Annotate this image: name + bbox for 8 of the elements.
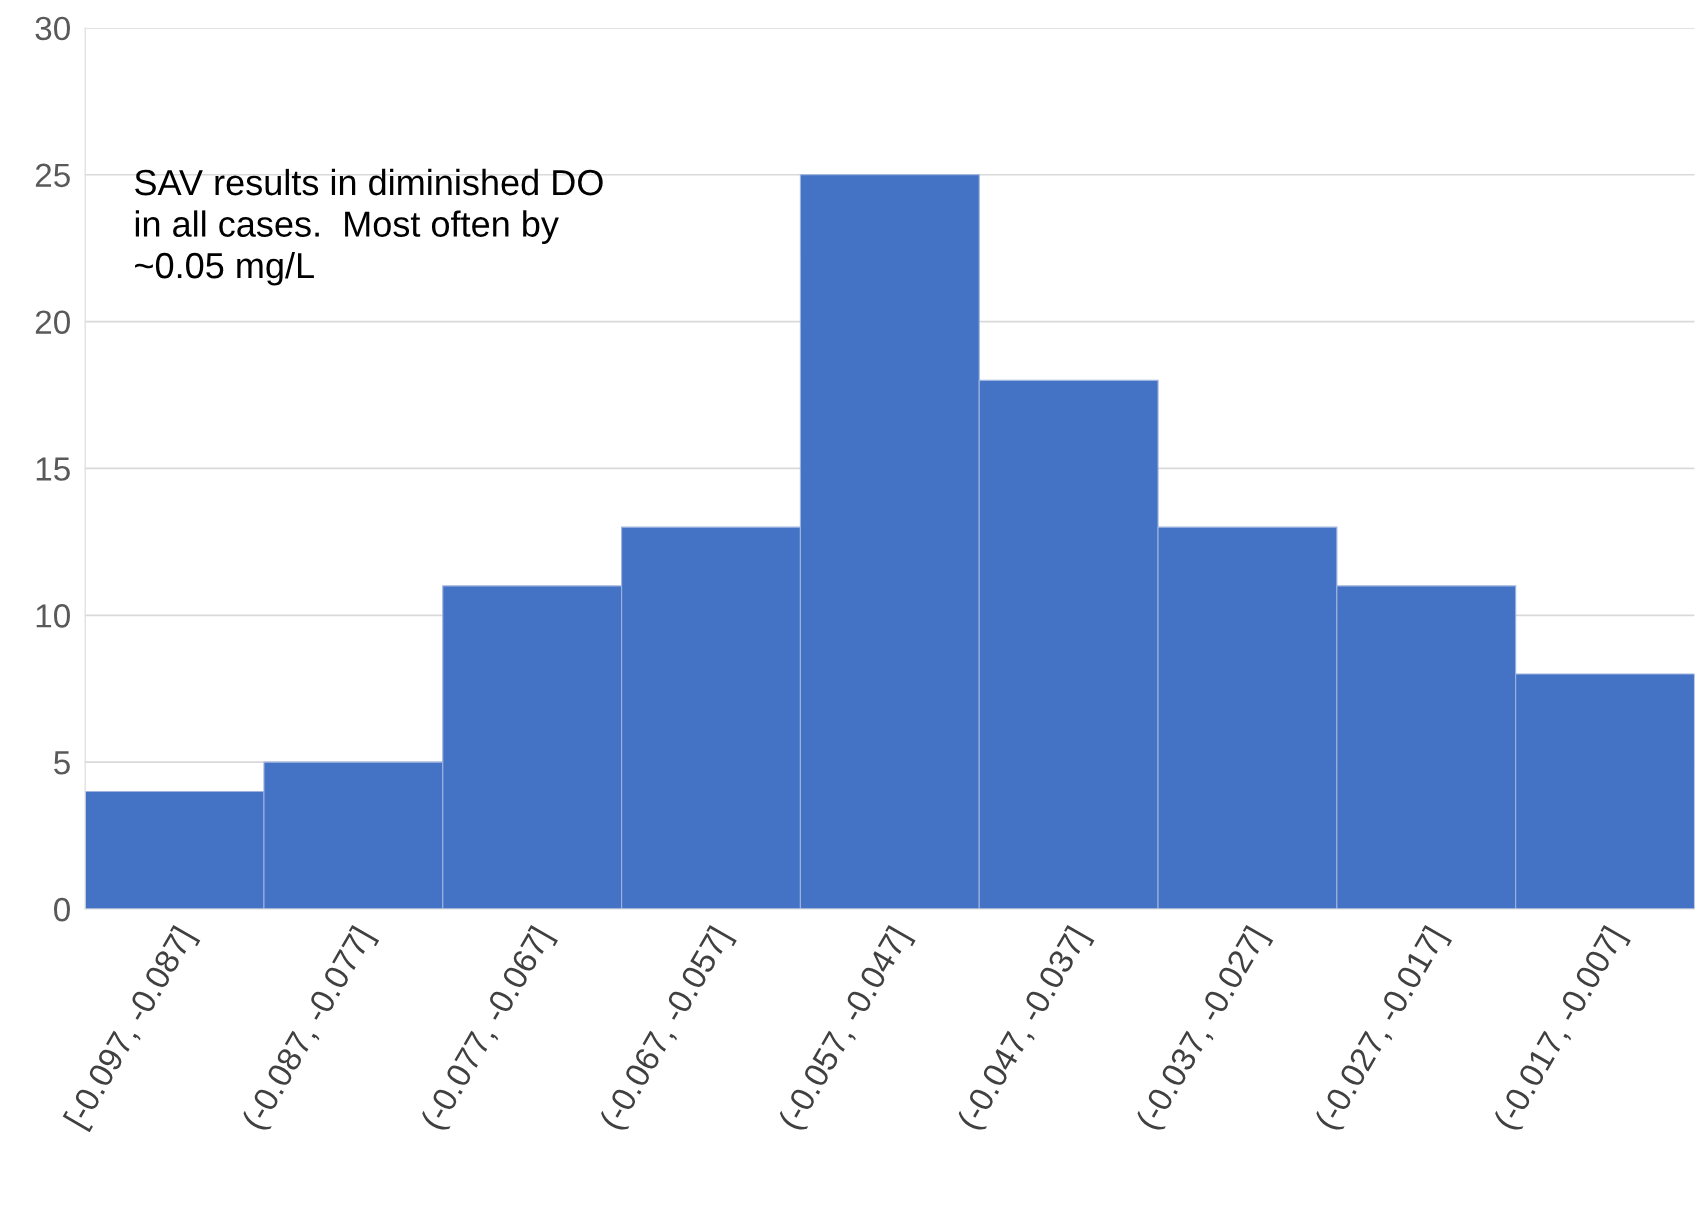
y-tick-label: 5	[54, 751, 70, 775]
y-tick-label: 25	[35, 163, 70, 188]
annotation: SAV results in diminished DO in all cases. Most often by ~0.05 mg/L	[135, 168, 603, 286]
y-tick-label: 0	[54, 897, 70, 922]
y-tick-label: 30	[35, 16, 70, 41]
y-tick-label: 20	[35, 310, 70, 334]
y-tick-label: 10	[36, 604, 70, 628]
y-tick-label: 15	[36, 457, 70, 481]
